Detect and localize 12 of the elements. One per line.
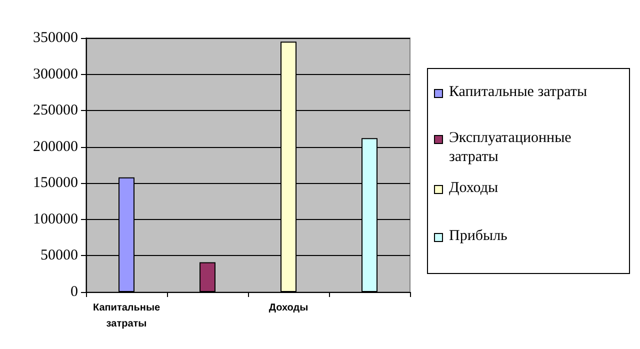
y-tick-label: 150000 — [33, 175, 78, 192]
y-tick-label: 300000 — [33, 66, 78, 82]
legend-label: Эксплуатационные затраты — [449, 129, 572, 167]
legend-label: Доходы — [449, 179, 500, 198]
y-tick-label: 100000 — [33, 211, 78, 228]
y-tick-label: 50000 — [40, 248, 78, 264]
y-tick-label: 350000 — [33, 30, 78, 46]
y-tick-label: 200000 — [33, 138, 78, 155]
y-tick-label: 250000 — [33, 102, 78, 119]
y-tick-label: 0 — [70, 284, 78, 300]
legend-label: Капитальные затраты — [449, 83, 588, 102]
legend-label: Прибыль — [449, 227, 508, 246]
